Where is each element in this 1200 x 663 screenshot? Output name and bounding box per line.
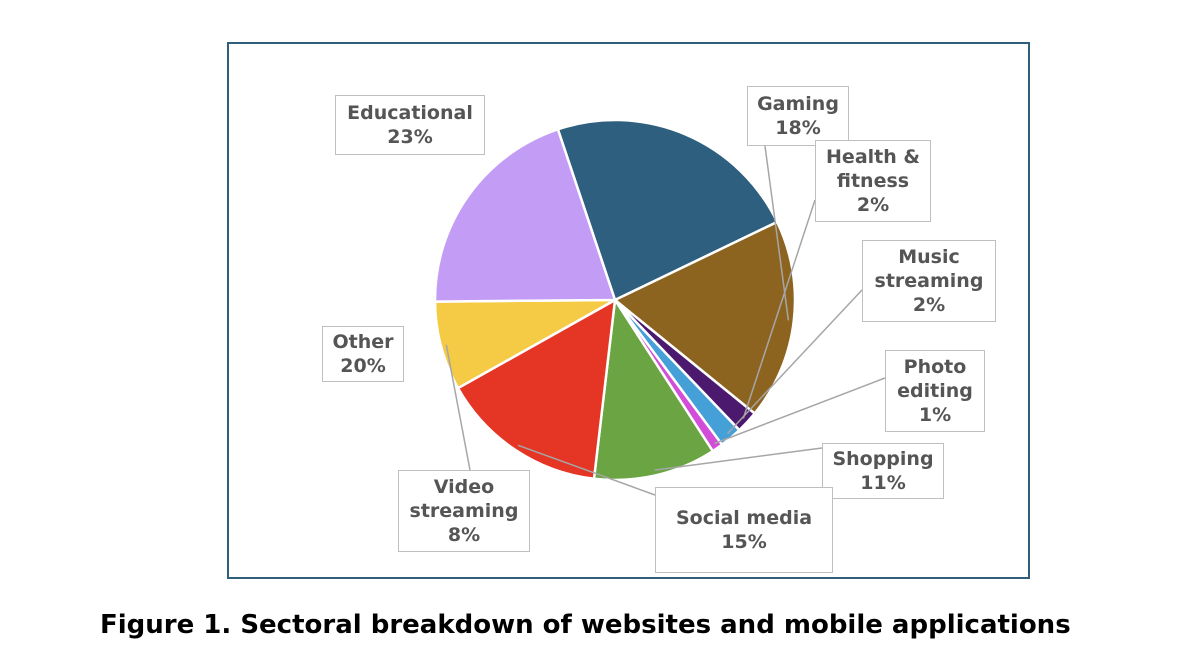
- slice-percent: 23%: [387, 126, 433, 148]
- slice-percent: 1%: [918, 404, 952, 426]
- slice-name: Health &: [826, 146, 920, 168]
- slice-name: Gaming: [757, 93, 839, 115]
- slice-label: Photo editing 1%: [885, 350, 985, 432]
- pie-slice-shopping: [592, 296, 715, 482]
- slice-label: Other 20%: [322, 326, 404, 382]
- slice-label: Health & fitness 2%: [815, 140, 931, 222]
- slice-name: Music: [898, 246, 960, 268]
- slice-label: Social media 15%: [655, 487, 833, 573]
- slice-label: Shopping 11%: [822, 443, 944, 499]
- pie-slice-video-streaming: [433, 298, 616, 390]
- leader-line: [654, 447, 823, 471]
- slice-name: Educational: [347, 102, 473, 124]
- slice-percent: 18%: [775, 117, 821, 139]
- figure-caption: Figure 1. Sectoral breakdown of websites…: [100, 610, 1071, 640]
- slice-name: fitness: [836, 170, 910, 192]
- slice-label: Gaming 18%: [747, 86, 849, 146]
- slice-name: streaming: [874, 270, 984, 292]
- pie-slice-gaming: [612, 220, 797, 416]
- slice-label: Educational 23%: [335, 95, 485, 155]
- slice-percent: 15%: [721, 531, 767, 553]
- slice-name: Video: [433, 476, 495, 498]
- leader-line: [726, 289, 863, 435]
- slice-label: Music streaming 2%: [862, 240, 996, 322]
- slice-name: editing: [897, 380, 973, 402]
- slice-name: Shopping: [832, 448, 934, 470]
- leader-line: [714, 377, 886, 445]
- slice-name: streaming: [409, 500, 519, 522]
- slice-percent: 11%: [860, 472, 906, 494]
- slice-percent: 8%: [447, 524, 481, 546]
- pie-slice-social-media: [456, 297, 617, 481]
- slice-percent: 2%: [856, 194, 890, 216]
- leader-line: [742, 199, 816, 419]
- slice-name: Photo: [903, 356, 967, 378]
- leader-line: [517, 444, 656, 496]
- slice-percent: 2%: [912, 294, 946, 316]
- slice-name: Social media: [675, 507, 813, 529]
- pie-slice-other: [433, 127, 617, 303]
- slice-label: Video streaming 8%: [398, 470, 530, 552]
- slice-percent: 20%: [340, 355, 386, 377]
- pie-slice-educational: [556, 118, 779, 302]
- slice-name: Other: [332, 331, 394, 353]
- leader-line: [445, 344, 471, 471]
